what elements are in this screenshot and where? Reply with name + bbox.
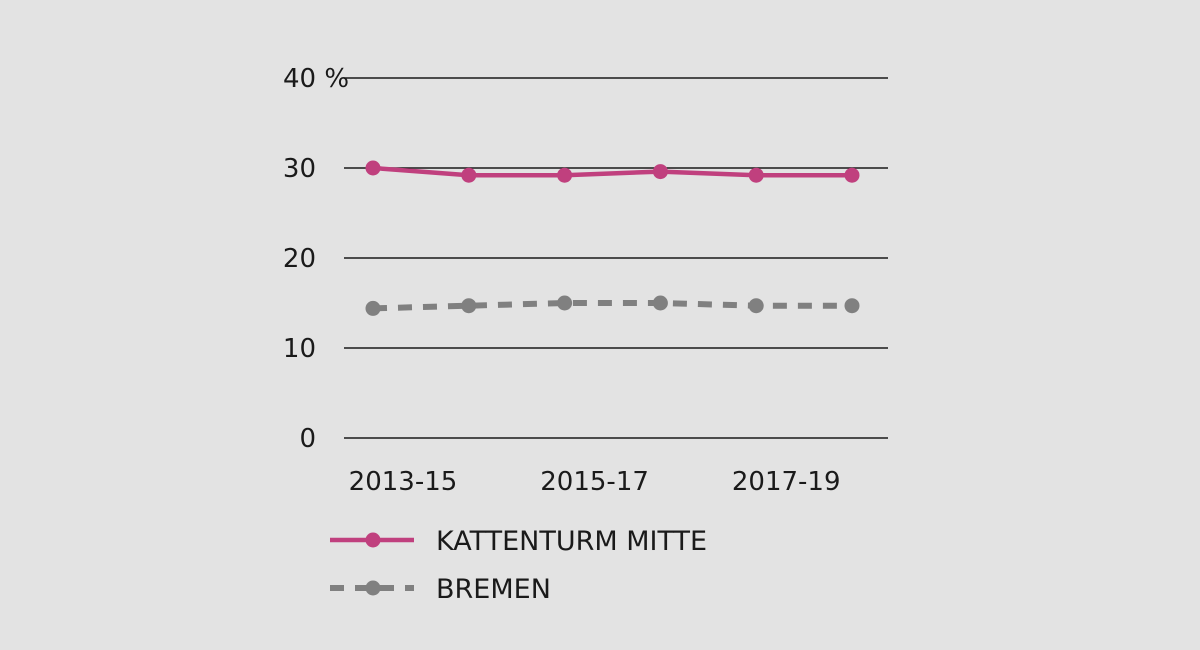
data-point	[557, 295, 573, 311]
series-line	[372, 300, 852, 312]
x-tick-label: 2015-17	[540, 467, 649, 497]
y-tick-label: 0	[299, 424, 316, 454]
y-tick-label: 30	[283, 154, 316, 184]
legend: KATTENTURM MITTE BREMEN	[330, 526, 707, 605]
legend-marker	[365, 580, 381, 596]
gridlines	[344, 77, 888, 439]
data-point	[652, 164, 668, 180]
data-point	[461, 298, 477, 314]
x-axis-ticks: 2013-15 2015-17 2017-19	[349, 467, 841, 497]
data-point	[365, 300, 381, 316]
y-tick-label: 40 %	[283, 64, 349, 94]
y-axis-ticks: 0 10 20 30 40 %	[283, 64, 349, 454]
legend-marker	[365, 532, 381, 548]
legend-label: KATTENTURM MITTE	[436, 526, 707, 557]
x-tick-label: 2017-19	[732, 467, 841, 497]
data-point	[652, 295, 668, 311]
data-point	[461, 167, 477, 183]
x-tick-label: 2013-15	[349, 467, 458, 497]
data-point	[844, 298, 860, 314]
data-point	[748, 298, 764, 314]
data-point	[365, 160, 381, 176]
legend-label: BREMEN	[436, 574, 551, 605]
series-group	[365, 160, 860, 316]
y-tick-label: 20	[283, 244, 316, 274]
data-point	[844, 167, 860, 183]
series-line	[372, 165, 852, 178]
data-point	[557, 167, 573, 183]
data-point	[748, 167, 764, 183]
y-tick-label: 10	[283, 334, 316, 364]
